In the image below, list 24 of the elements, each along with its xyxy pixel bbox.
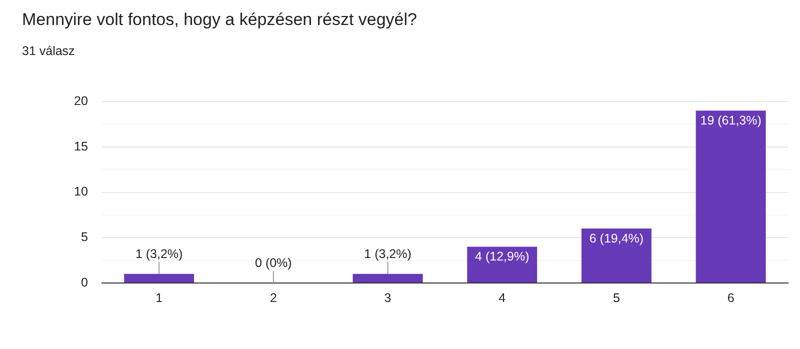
chart-subtitle: 31 válasz (22, 44, 75, 58)
data-label: 1 (3,2%) (135, 247, 183, 262)
y-tick-label: 15 (74, 139, 88, 154)
bar (581, 228, 652, 282)
x-tick-label: 2 (270, 290, 277, 305)
data-label: 1 (3,2%) (364, 247, 412, 262)
bar (352, 274, 423, 282)
chart-title: Mennyire volt fontos, hogy a képzésen részt vegyél? (22, 10, 417, 30)
data-label: 6 (19,4%) (589, 231, 644, 246)
data-label: 19 (61,3%) (700, 113, 762, 128)
x-tick-label: 3 (384, 290, 392, 305)
bar (124, 274, 194, 282)
bar (696, 110, 766, 282)
x-tick-label: 1 (156, 290, 163, 305)
data-label: 4 (12,9%) (475, 249, 530, 264)
x-tick-label: 6 (727, 290, 734, 305)
x-tick-label: 4 (498, 290, 506, 305)
y-tick-label: 20 (74, 94, 88, 108)
y-tick-label: 5 (80, 230, 88, 244)
bar (467, 246, 538, 282)
x-tick-label: 5 (613, 290, 620, 305)
data-label: 0 (0%) (255, 256, 292, 270)
y-tick-label: 0 (80, 275, 88, 290)
y-tick-label: 10 (74, 184, 88, 199)
